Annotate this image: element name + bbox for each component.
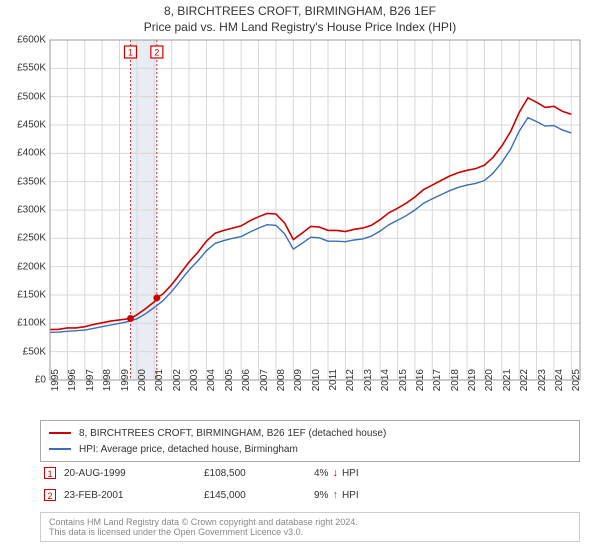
x-axis-label: 2014 — [380, 369, 391, 399]
x-axis-label: 2020 — [484, 369, 495, 399]
x-axis-label: 2018 — [450, 369, 461, 399]
table-row: 1 20-AUG-1999 £108,500 4% ↓ HPI — [40, 462, 580, 484]
y-axis-label: £0 — [1, 375, 46, 386]
x-axis-label: 2001 — [154, 369, 165, 399]
title-area: 8, BIRCHTREES CROFT, BIRMINGHAM, B26 1EF… — [0, 0, 600, 34]
x-axis-label: 2012 — [345, 369, 356, 399]
legend: 8, BIRCHTREES CROFT, BIRMINGHAM, B26 1EF… — [40, 420, 580, 462]
footer-line: This data is licensed under the Open Gov… — [49, 527, 571, 537]
y-axis-label: £350K — [1, 176, 46, 187]
y-axis-label: £500K — [1, 91, 46, 102]
y-axis-label: £150K — [1, 290, 46, 301]
x-axis-label: 2008 — [276, 369, 287, 399]
x-axis-label: 2006 — [241, 369, 252, 399]
x-axis-label: 2013 — [363, 369, 374, 399]
x-axis-label: 2009 — [293, 369, 304, 399]
footer: Contains HM Land Registry data © Crown c… — [40, 512, 580, 542]
x-axis-label: 2010 — [311, 369, 322, 399]
x-axis-label: 2002 — [172, 369, 183, 399]
legend-label: 8, BIRCHTREES CROFT, BIRMINGHAM, B26 1EF… — [79, 428, 386, 439]
y-axis-label: £200K — [1, 261, 46, 272]
sale-delta: 9% ↑ HPI — [314, 489, 404, 501]
x-axis-label: 2022 — [519, 369, 530, 399]
y-axis-label: £250K — [1, 233, 46, 244]
chart-container: 8, BIRCHTREES CROFT, BIRMINGHAM, B26 1EF… — [0, 0, 600, 560]
x-axis-label: 2024 — [554, 369, 565, 399]
delta-pct: 9% — [314, 490, 328, 501]
y-axis-label: £550K — [1, 63, 46, 74]
x-axis-label: 2015 — [398, 369, 409, 399]
arrow-icon: ↑ — [332, 489, 338, 501]
x-axis-label: 2004 — [206, 369, 217, 399]
legend-swatch — [49, 432, 71, 434]
table-row: 2 23-FEB-2001 £145,000 9% ↑ HPI — [40, 484, 580, 506]
x-axis-label: 2003 — [189, 369, 200, 399]
svg-text:1: 1 — [128, 48, 133, 58]
chart-svg: 12 — [50, 40, 580, 380]
legend-item-property: 8, BIRCHTREES CROFT, BIRMINGHAM, B26 1EF… — [49, 425, 571, 441]
chart-subtitle: Price paid vs. HM Land Registry's House … — [0, 20, 600, 34]
x-axis-label: 2021 — [502, 369, 513, 399]
x-axis-label: 1995 — [50, 369, 61, 399]
delta-label: HPI — [342, 490, 359, 501]
sale-date: 23-FEB-2001 — [64, 490, 204, 501]
x-axis-label: 2017 — [432, 369, 443, 399]
y-axis-label: £300K — [1, 205, 46, 216]
legend-label: HPI: Average price, detached house, Birm… — [79, 444, 298, 455]
y-axis-label: £100K — [1, 318, 46, 329]
sales-table: 1 20-AUG-1999 £108,500 4% ↓ HPI 2 23-FEB… — [40, 462, 580, 506]
x-axis-label: 1998 — [102, 369, 113, 399]
y-axis-label: £400K — [1, 148, 46, 159]
plot-area: 12 £0£50K£100K£150K£200K£250K£300K£350K£… — [50, 40, 580, 380]
y-axis-label: £600K — [1, 35, 46, 46]
sale-price: £145,000 — [204, 490, 314, 501]
svg-text:2: 2 — [154, 48, 159, 58]
legend-swatch — [49, 448, 71, 450]
x-axis-label: 2007 — [259, 369, 270, 399]
x-axis-label: 1996 — [67, 369, 78, 399]
x-axis-label: 2023 — [537, 369, 548, 399]
sale-marker-icon: 1 — [44, 467, 56, 479]
y-axis-label: £450K — [1, 120, 46, 131]
legend-item-hpi: HPI: Average price, detached house, Birm… — [49, 441, 571, 457]
x-axis-label: 2000 — [137, 369, 148, 399]
arrow-icon: ↓ — [332, 467, 338, 479]
footer-line: Contains HM Land Registry data © Crown c… — [49, 517, 571, 527]
chart-title: 8, BIRCHTREES CROFT, BIRMINGHAM, B26 1EF — [0, 4, 600, 18]
sale-delta: 4% ↓ HPI — [314, 467, 404, 479]
x-axis-label: 2019 — [467, 369, 478, 399]
sale-price: £108,500 — [204, 468, 314, 479]
y-axis-label: £50K — [1, 346, 46, 357]
x-axis-label: 1997 — [85, 369, 96, 399]
delta-label: HPI — [342, 468, 359, 479]
x-axis-label: 1999 — [120, 369, 131, 399]
x-axis-label: 2011 — [328, 369, 339, 399]
x-axis-label: 2005 — [224, 369, 235, 399]
sale-marker-icon: 2 — [44, 489, 56, 501]
sale-date: 20-AUG-1999 — [64, 468, 204, 479]
x-axis-label: 2016 — [415, 369, 426, 399]
x-axis-label: 2025 — [571, 369, 582, 399]
delta-pct: 4% — [314, 468, 328, 479]
